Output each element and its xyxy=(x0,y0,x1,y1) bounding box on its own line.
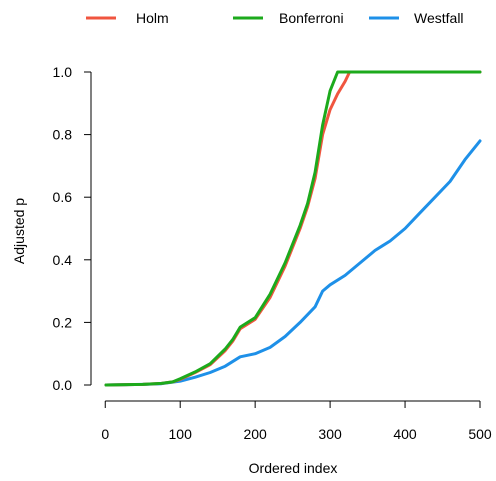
legend: Holm Bonferroni Westfall xyxy=(86,10,464,26)
x-axis: 0 100 200 300 400 500 xyxy=(101,400,492,442)
y-axis: 0.0 0.2 0.4 0.6 0.8 1.0 xyxy=(53,64,92,393)
x-tick-label: 100 xyxy=(169,426,193,442)
series-line-westfall xyxy=(104,139,482,387)
legend-label-holm: Holm xyxy=(136,10,169,26)
y-tick-label: 0.4 xyxy=(53,252,73,268)
x-tick-label: 0 xyxy=(101,426,109,442)
legend-label-bonferroni: Bonferroni xyxy=(279,10,344,26)
legend-label-westfall: Westfall xyxy=(414,10,464,26)
y-tick-label: 0.6 xyxy=(53,189,73,205)
x-tick-label: 400 xyxy=(393,426,417,442)
y-tick-label: 1.0 xyxy=(53,64,73,80)
series-line-bonferroni xyxy=(104,70,482,387)
y-tick-label: 0.2 xyxy=(53,314,73,330)
x-axis-title: Ordered index xyxy=(249,460,338,476)
y-axis-title: Adjusted p xyxy=(11,198,27,264)
x-tick-label: 200 xyxy=(243,426,267,442)
series-layer xyxy=(104,70,482,387)
x-tick-label: 500 xyxy=(468,426,492,442)
y-tick-label: 0.0 xyxy=(53,377,73,393)
y-tick-label: 0.8 xyxy=(53,127,73,143)
x-tick-label: 300 xyxy=(318,426,342,442)
series-line-holm xyxy=(104,70,482,387)
